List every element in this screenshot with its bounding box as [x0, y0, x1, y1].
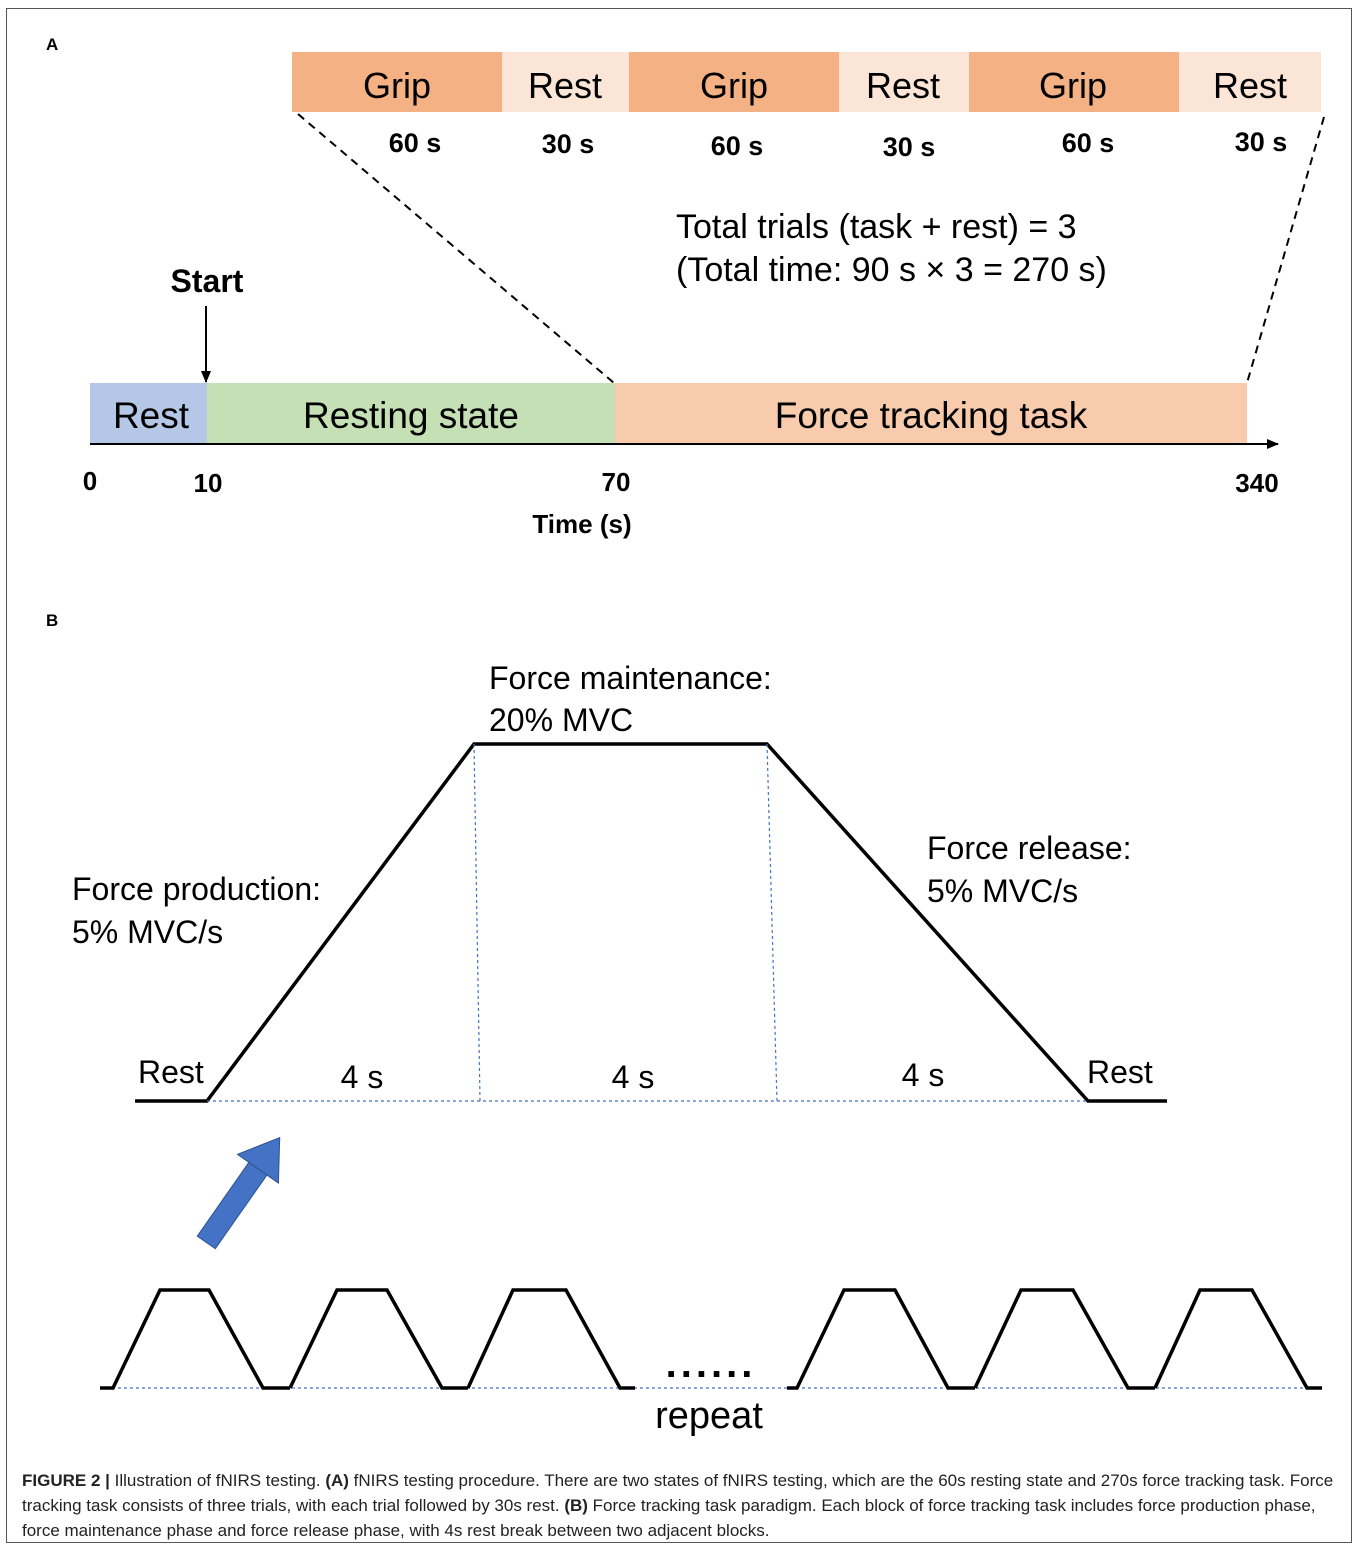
caption-text-3: Force tracking task paradigm. Each block…	[22, 1496, 1316, 1540]
panel-a-label: A	[46, 35, 58, 54]
production-value: 5% MVC/s	[72, 914, 223, 950]
repeat-block-1	[100, 1288, 290, 1390]
tick-label-0: 0	[83, 466, 97, 496]
production-title: Force production:	[72, 871, 321, 907]
trial-blocks: Grip Rest Grip Rest Grip Rest 60 s 30 s …	[292, 52, 1321, 162]
tick-label-340: 340	[1235, 468, 1278, 498]
caption-b-label: (B)	[564, 1496, 588, 1515]
trial-block-6	[1179, 52, 1321, 112]
trial-block-1-duration: 60 s	[389, 128, 442, 158]
trial-block-4	[839, 52, 969, 112]
segment-resting-state-label: Resting state	[303, 395, 519, 436]
trial-block-2-duration: 30 s	[542, 129, 595, 159]
force-trapezoid	[135, 742, 1167, 1103]
start-label: Start	[171, 263, 244, 299]
phase-duration-1: 4 s	[341, 1059, 384, 1095]
phase-guides	[207, 743, 1088, 1102]
repeat-block-4	[787, 1288, 975, 1390]
repeat-block-6	[1153, 1288, 1322, 1390]
repeat-block-3	[466, 1288, 635, 1390]
tick-label-10: 10	[194, 468, 223, 498]
trial-block-5-duration: 60 s	[1062, 128, 1115, 158]
total-time-text: (Total time: 90 s × 3 = 270 s)	[676, 251, 1107, 289]
trial-block-4-duration: 30 s	[883, 132, 936, 162]
total-trials-text: Total trials (task + rest) = 3	[676, 208, 1077, 246]
rest-left-label: Rest	[138, 1054, 204, 1090]
tick-label-70: 70	[602, 467, 631, 497]
repeat-label: repeat	[655, 1395, 763, 1437]
caption-a-label: (A)	[325, 1471, 349, 1490]
caption-text-1: Illustration of fNIRS testing.	[109, 1471, 326, 1490]
segment-rest-label: Rest	[113, 395, 190, 436]
caption-text-2: fNIRS testing procedure. There are two s…	[22, 1471, 1334, 1515]
trial-block-3	[629, 52, 839, 112]
repeat-ellipsis: ......	[666, 1342, 757, 1386]
release-title: Force release:	[927, 830, 1132, 866]
zoom-arrow	[196, 1136, 281, 1250]
trial-block-6-label: Rest	[1213, 65, 1287, 106]
trial-block-3-label: Grip	[700, 65, 768, 106]
segment-force-tracking	[615, 383, 1247, 443]
trial-block-2-label: Rest	[528, 65, 602, 106]
repeated-blocks	[100, 1288, 1322, 1390]
segment-resting-state	[207, 383, 615, 443]
guide-left	[473, 743, 481, 1102]
phase-duration-3: 4 s	[902, 1057, 945, 1093]
trial-block-1-label: Grip	[363, 65, 431, 106]
maintenance-title: Force maintenance:	[489, 660, 772, 696]
trial-block-1	[292, 52, 502, 112]
release-value: 5% MVC/s	[927, 873, 1078, 909]
figure-caption: FIGURE 2 | Illustration of fNIRS testing…	[22, 1468, 1340, 1543]
caption-figure-label: FIGURE 2 |	[22, 1471, 110, 1490]
phase-duration-2: 4 s	[612, 1059, 655, 1095]
trial-block-5	[969, 52, 1179, 112]
trial-block-6-duration: 30 s	[1235, 127, 1288, 157]
trial-block-3-duration: 60 s	[711, 131, 764, 161]
figure-frame	[6, 8, 1352, 1543]
repeat-block-5	[973, 1288, 1155, 1390]
trial-block-5-label: Grip	[1039, 65, 1107, 106]
segment-force-tracking-label: Force tracking task	[775, 395, 1088, 436]
panel-b-label: B	[46, 611, 58, 630]
trial-block-2	[502, 52, 629, 112]
trial-block-4-label: Rest	[866, 65, 940, 106]
time-axis-label: Time (s)	[532, 509, 631, 539]
zoom-line-right	[1246, 116, 1325, 384]
repeat-block-2	[288, 1288, 468, 1390]
maintenance-value: 20% MVC	[489, 702, 633, 738]
rest-right-label: Rest	[1087, 1054, 1153, 1090]
guide-right	[766, 743, 778, 1102]
segment-rest	[90, 383, 207, 443]
